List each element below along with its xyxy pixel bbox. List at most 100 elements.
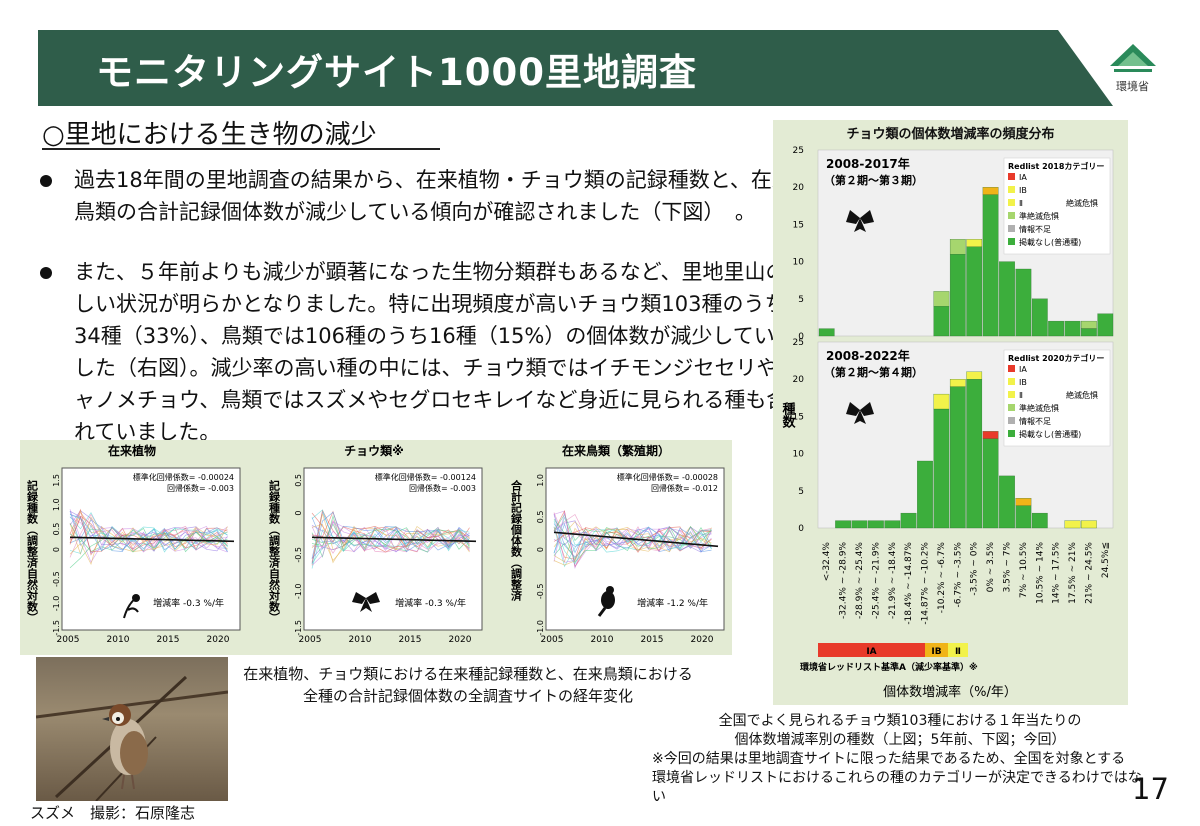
legend-swatch (1008, 199, 1015, 206)
histogram-bar-segment (1015, 505, 1032, 529)
trend-x-tick: 2005 (57, 635, 80, 645)
chart-y-label: 種数 (780, 401, 796, 429)
trend-site-line (69, 514, 228, 551)
trend-rate-label: 増減率 -1.2 %/年 (637, 597, 708, 609)
histogram-bar-segment (1064, 320, 1081, 337)
sparrow-icon (35, 675, 229, 802)
bird-head-icon (606, 586, 614, 594)
trend-x-tick: 2010 (107, 635, 130, 645)
chart-title: チョウ類の個体数増減率の頻度分布 (846, 127, 1055, 142)
legend-item: 掲載なし(普通種) (1019, 429, 1081, 439)
trend-x-tick: 2010 (591, 635, 614, 645)
legend-swatch (1008, 391, 1015, 398)
legend-group-label: 絶滅危惧 (1066, 390, 1098, 400)
trend-coef-regression: 回帰係数= -0.003 (167, 483, 234, 493)
trend-y-tick: 0.5 (52, 523, 61, 536)
redlist-criteria-label: ⅠA (866, 647, 876, 657)
category-label: -6.7% ~ -3.5% (953, 542, 963, 608)
legend-item: 情報不足 (1019, 224, 1051, 234)
page-title: モニタリングサイト1000里地調査 (96, 51, 697, 94)
histogram-bar-segment (851, 520, 868, 529)
histogram-y-tick: 15 (793, 220, 804, 230)
histogram-bar-segment (949, 379, 966, 387)
legend-swatch (1008, 212, 1015, 219)
legend-item: ⅠB (1019, 378, 1027, 387)
category-label: -25.4% ~ -21.9% (871, 542, 881, 619)
note-line: ※今回の結果は里地調査サイトに限った結果であるため、全国を対象とする (652, 751, 1126, 767)
histogram-bar-segment (966, 239, 983, 247)
trend-panel-title: 在来鳥類（繁殖期） (562, 443, 670, 458)
butterfly-icon (352, 592, 380, 612)
trend-panel-title: チョウ類※ (344, 443, 404, 458)
histogram-bar-segment (933, 393, 950, 410)
caption-line: 全国でよく見られるチョウ類103種における１年当たりの (718, 713, 1082, 729)
trend-x-tick: 2020 (691, 635, 714, 645)
trend-y-label: 記録種数（調整済自然対数） (268, 479, 282, 623)
histogram-bar-segment (949, 254, 966, 337)
legend-swatch (1008, 378, 1015, 385)
section-heading: ○里地における生き物の減少 (42, 120, 377, 150)
legend-swatch (1008, 404, 1015, 411)
trend-site-line (311, 521, 470, 566)
histogram-y-tick: 15 (793, 412, 804, 422)
caption-line: 個体数増減率別の種数（上図；5年前、下図；今回） (734, 732, 1066, 748)
trend-y-label: 記録種数（調整済自然対数） (26, 479, 40, 623)
trend-site-line (69, 516, 228, 553)
trend-y-tick: -1.0 (52, 596, 61, 612)
trend-y-tick: -0.5 (294, 547, 303, 563)
period-sublabel: （第２期～第４期） (824, 365, 923, 379)
legend-item: Ⅱ (1019, 391, 1023, 400)
trend-y-tick: 0.5 (536, 511, 545, 524)
trend-x-tick: 2005 (299, 635, 322, 645)
redlist-criteria-label: Ⅱ (955, 647, 961, 657)
histogram-bar-segment (933, 408, 950, 529)
histogram-bar-segment (900, 512, 917, 529)
trend-coef-regression: 回帰係数= -0.012 (651, 483, 718, 493)
histogram-bar-segment (949, 386, 966, 529)
histogram-bar-segment (966, 371, 983, 380)
trend-coef-regression: 回帰係数= -0.003 (409, 483, 476, 493)
legend-swatch (1008, 417, 1015, 424)
trend-site-line (553, 526, 712, 553)
legend-item: ⅠB (1019, 186, 1027, 195)
legend-title: Redlist 2018カテゴリー (1008, 161, 1104, 171)
redlist-criteria-caption: 環境省レッドリスト基準A（減少率基準）※ (800, 661, 978, 673)
histogram-y-tick: 10 (793, 450, 805, 460)
histogram-bar-segment (949, 239, 966, 255)
legend-title: Redlist 2020カテゴリー (1008, 353, 1104, 363)
legend-item: ⅠA (1019, 173, 1027, 182)
redlist-criteria-segment (925, 643, 948, 657)
category-label: 3.5% ~ 7% (1002, 542, 1012, 593)
histogram-y-tick: 10 (793, 258, 805, 268)
title-bar: モニタリングサイト1000里地調査 (38, 30, 1113, 106)
category-label: -14.87% ~ -10.2% (921, 542, 931, 625)
trend-x-tick: 2020 (207, 635, 230, 645)
histogram-bar-segment (868, 520, 884, 529)
trend-y-tick: 1.0 (52, 498, 61, 511)
trend-y-tick: -1.5 (52, 620, 61, 636)
histogram-bar-segment (982, 194, 999, 337)
histogram-bar-segment (1097, 313, 1114, 337)
category-label: 17.5% ~ 21% (1068, 542, 1078, 604)
period-sublabel: （第２期～第３期） (824, 173, 923, 187)
trend-y-tick: 0 (294, 511, 303, 516)
trend-y-tick: -0.5 (52, 571, 61, 587)
histogram-bar-segment (1015, 268, 1032, 337)
trend-x-tick: 2020 (449, 635, 472, 645)
histogram-y-tick: 5 (798, 487, 804, 497)
trend-x-tick: 2015 (641, 635, 664, 645)
trend-y-label: 合計記録個体数（調整済 (510, 479, 524, 602)
histogram-y-tick: 20 (793, 183, 805, 193)
trend-rate-label: 増減率 -0.3 %/年 (153, 597, 224, 609)
trend-site-line (553, 521, 712, 551)
chart-x-label: 個体数増減率（%/年） (883, 684, 1017, 700)
histogram-bar-segment (1064, 520, 1081, 529)
histogram-bar-segment (1081, 328, 1097, 337)
histogram-bar-segment (933, 291, 950, 307)
histogram-bar-segment (999, 261, 1015, 337)
note-line: 環境省レッドリストにおけるこれらの種のカテゴリーが決定できるわけではない (652, 770, 1142, 805)
histogram-bar-segment (1048, 320, 1064, 337)
legend-box (1003, 157, 1111, 255)
category-label: -18.4% ~ -14.87% (904, 542, 914, 625)
trend-site-line (69, 516, 228, 556)
